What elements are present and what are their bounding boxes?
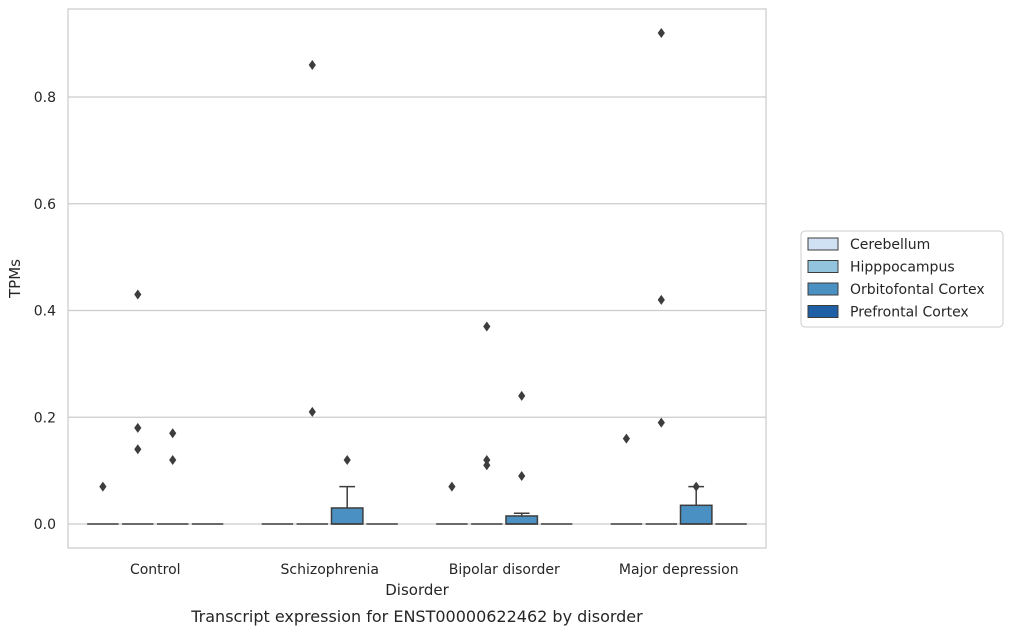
legend-swatch <box>807 237 839 251</box>
outlier-point <box>483 321 491 332</box>
box-plots <box>87 28 747 525</box>
outlier-point <box>448 481 456 492</box>
chart-caption: Transcript expression for ENST0000062246… <box>190 607 643 626</box>
x-tick-label: Major depression <box>619 562 739 578</box>
outlier-point <box>134 444 142 455</box>
y-tick-label: 0.6 <box>34 197 56 213</box>
x-tick-labels: Control Schizophrenia Bipolar disorder Majo… <box>130 562 739 578</box>
box-2-0 <box>156 428 189 525</box>
y-axis-label: TPMs <box>6 259 24 299</box>
outlier-point <box>692 481 700 492</box>
outlier-point <box>518 470 526 481</box>
box-1-2 <box>471 321 503 525</box>
box-2-1 <box>330 454 364 525</box>
box-2-2 <box>505 390 539 525</box>
box-0-2 <box>436 481 468 525</box>
box-2-3 <box>679 481 713 525</box>
legend-label: Cerebellum <box>850 237 930 253</box>
outlier-point <box>343 454 351 465</box>
outlier-point <box>134 422 142 433</box>
legend-swatch <box>807 282 839 296</box>
legend-label: Prefrontal Cortex <box>850 305 969 321</box>
legend-swatch <box>807 305 839 318</box>
plot-frame <box>67 8 767 549</box>
box-body <box>330 507 364 525</box>
outlier-point <box>483 454 491 465</box>
outlier-point <box>169 428 177 439</box>
x-tick-label: Schizophrenia <box>281 562 379 578</box>
x-tick-label: Bipolar disorder <box>449 562 560 578</box>
outlier-point <box>657 417 665 428</box>
legend: Cerebellum Hipppocampus Orbitofontal Corte… <box>800 230 1004 328</box>
box-body <box>505 515 539 525</box>
legend-box <box>800 230 1004 328</box>
y-tick-labels: 0.0 0.2 0.4 0.6 0.8 <box>34 90 56 533</box>
box-0-0 <box>87 481 119 525</box>
outlier-point <box>622 433 630 444</box>
y-tick-label: 0.0 <box>34 517 56 533</box>
y-tick-label: 0.2 <box>34 410 56 426</box>
outlier-point <box>134 289 142 300</box>
box-0-3 <box>610 433 643 525</box>
y-tick-label: 0.4 <box>34 304 56 320</box>
legend-label: Hipppocampus <box>850 260 955 276</box>
outlier-point <box>308 60 316 71</box>
legend-swatch <box>807 260 839 273</box>
legend-label: Orbitofontal Cortex <box>850 282 985 298</box>
outlier-point <box>657 28 665 39</box>
outlier-point <box>308 406 316 417</box>
outlier-point <box>169 454 177 465</box>
x-tick-label: Control <box>130 562 181 578</box>
x-axis-label: Disorder <box>385 581 449 599</box>
box-1-1 <box>296 60 329 525</box>
outlier-point <box>483 460 491 471</box>
box-1-3 <box>645 28 678 525</box>
outlier-point <box>657 294 665 305</box>
box-1-0 <box>122 289 154 525</box>
box-body <box>679 504 713 525</box>
outlier-point <box>518 390 526 401</box>
y-tick-label: 0.8 <box>34 90 56 106</box>
outlier-point <box>99 481 107 492</box>
